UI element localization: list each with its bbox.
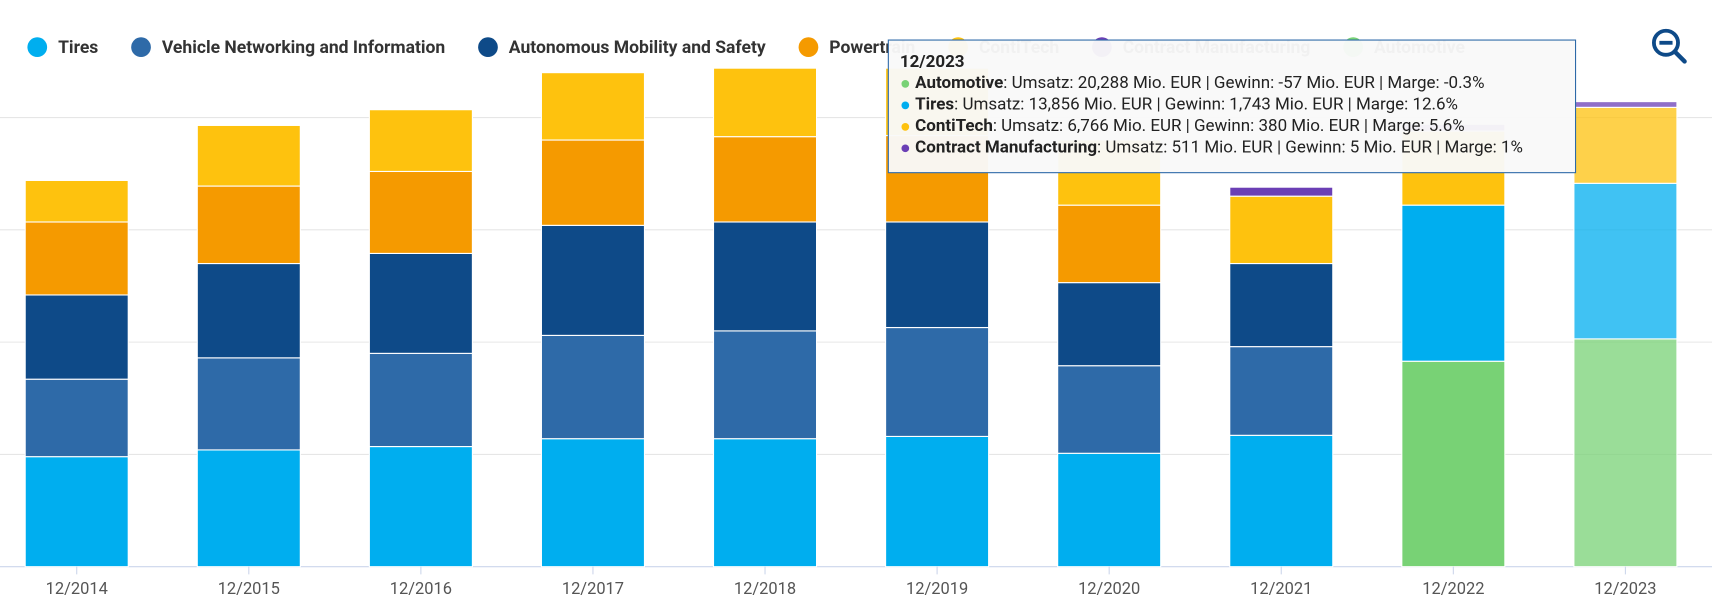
bar-segment	[712, 438, 818, 568]
bar-segment	[1229, 195, 1334, 265]
x-tick-label: 12/2018	[734, 580, 796, 599]
tooltip-series: Contract Manufacturing	[915, 138, 1097, 158]
tooltip-line: ContiTech: Umsatz: 6,766 Mio. EUR | Gewi…	[915, 116, 1465, 136]
bar-segment	[1573, 338, 1678, 568]
bar-segment	[540, 438, 646, 568]
tooltip-bullet	[901, 123, 910, 131]
zoom-button[interactable]	[1651, 28, 1687, 64]
bar-segment	[885, 221, 990, 329]
bar-segment	[368, 252, 473, 354]
legend-marker	[478, 37, 498, 58]
x-tick-label: 12/2021	[1250, 580, 1312, 599]
tooltip-text: : Umsatz: 20,288 Mio. EUR | Gewinn: -57 …	[1003, 73, 1484, 93]
bar-segment	[1229, 186, 1334, 197]
bar-segment	[196, 357, 301, 451]
bar-segment	[24, 378, 129, 458]
x-tick-label: 12/2017	[562, 580, 624, 599]
tooltip-box	[887, 39, 1577, 174]
tooltip-line: Automotive: Umsatz: 20,288 Mio. EUR | Ge…	[915, 73, 1484, 93]
tooltip-text: : Umsatz: 511 Mio. EUR | Gewinn: 5 Mio. …	[1097, 138, 1523, 158]
tooltip-text: : Umsatz: 6,766 Mio. EUR | Gewinn: 380 M…	[993, 116, 1465, 136]
bar-segment	[1229, 434, 1334, 568]
tooltip-title: 12/2023	[900, 52, 965, 72]
bar-segment	[1057, 282, 1162, 367]
bar-segment	[540, 224, 646, 336]
bar-segment	[1057, 204, 1162, 284]
bar-segment	[196, 449, 301, 568]
x-tick-label: 12/2019	[906, 580, 968, 599]
bar-segment	[368, 170, 473, 254]
x-tick-label: 12/2020	[1078, 580, 1140, 599]
bar-segment	[368, 109, 473, 173]
legend-marker	[131, 37, 151, 58]
tooltip-line: Tires: Umsatz: 13,856 Mio. EUR | Gewinn:…	[915, 95, 1458, 115]
bar-segment	[1229, 346, 1334, 436]
tooltip-line: Contract Manufacturing: Umsatz: 511 Mio.…	[915, 138, 1523, 158]
legend-label: Tires	[58, 38, 98, 58]
bar-segment	[1057, 365, 1162, 454]
bar-segment	[885, 326, 990, 437]
x-tick-label: 12/2023	[1594, 580, 1656, 599]
bar-segment	[24, 221, 129, 296]
bar-segment	[1573, 101, 1678, 108]
tooltip-bullet	[901, 144, 910, 153]
bar-segment	[712, 330, 818, 440]
tooltip-bullet	[901, 101, 910, 110]
bar-segment	[540, 334, 646, 440]
zoom-icon	[1651, 28, 1680, 57]
bar-segment	[368, 446, 473, 568]
bar-segment	[1401, 204, 1506, 362]
bar-segment	[885, 435, 990, 568]
tooltip-text: : Umsatz: 13,856 Mio. EUR | Gewinn: 1,74…	[954, 95, 1458, 115]
legend-label: Vehicle Networking and Information	[162, 38, 445, 58]
tooltip-series: Automotive	[915, 73, 1003, 93]
bar-segment	[540, 72, 646, 141]
tooltip-series: Tires	[915, 95, 954, 115]
plot: 12/2014 12/2015 12/2016 12/2017 12/2018 12/20…	[0, 67, 1712, 599]
x-tick-label: 12/2022	[1422, 580, 1484, 599]
x-tick-label: 12/2014	[46, 580, 108, 599]
bar-segment	[1229, 262, 1334, 348]
bar-segment	[1401, 360, 1506, 568]
bar-segment	[196, 262, 301, 359]
bar-segment	[712, 67, 818, 138]
bar-segment	[1573, 106, 1678, 184]
legend-label: Autonomous Mobility and Safety	[509, 38, 766, 58]
bar-segment	[1057, 452, 1162, 568]
bar-segment	[712, 221, 818, 332]
bar-segment	[24, 456, 129, 568]
legend-marker	[798, 37, 819, 58]
bar-segment	[368, 352, 473, 448]
bar-segment	[540, 139, 646, 226]
bar-segment	[196, 124, 301, 187]
bar-segment	[1573, 182, 1678, 340]
tooltip-series: ContiTech	[915, 116, 993, 136]
x-tick-label: 12/2016	[390, 580, 452, 599]
tooltip-bullet	[901, 80, 910, 88]
bar-segment	[24, 294, 129, 380]
bar-segment	[712, 136, 818, 223]
legend-marker	[27, 37, 48, 58]
zoom-icon	[1672, 49, 1687, 64]
x-tick-label: 12/2015	[218, 580, 280, 599]
bar-segment	[24, 179, 129, 223]
bar-segment	[196, 185, 301, 265]
